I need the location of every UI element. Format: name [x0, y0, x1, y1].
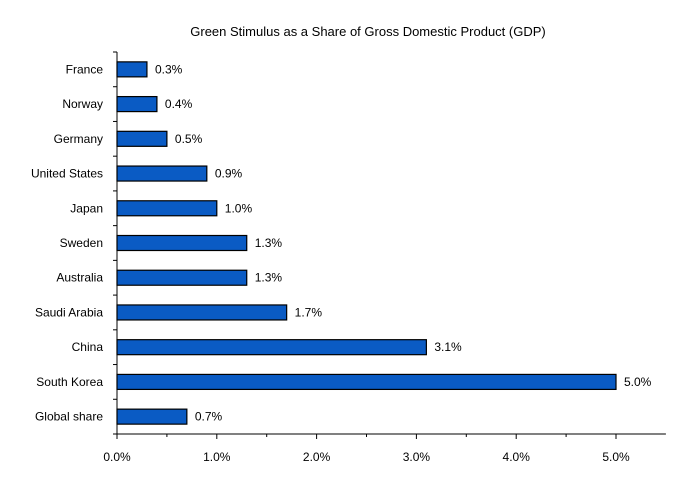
category-label: South Korea [36, 375, 103, 389]
data-label: 3.1% [434, 340, 462, 354]
bar [116, 200, 218, 217]
chart-title: Green Stimulus as a Share of Gross Domes… [190, 24, 545, 39]
bar [116, 373, 617, 391]
bar [116, 130, 168, 147]
category-label: Japan [70, 201, 103, 215]
data-label: 0.7% [195, 410, 223, 424]
data-label: 0.5% [175, 132, 203, 146]
category-label: Germany [54, 132, 103, 146]
data-label: 1.3% [255, 236, 283, 250]
bar [116, 304, 288, 321]
x-tick-label: 2.0% [303, 450, 331, 464]
data-label: 0.4% [165, 97, 193, 111]
category-label: Saudi Arabia [35, 305, 103, 319]
data-label: 1.7% [295, 305, 323, 319]
bar [116, 234, 248, 252]
category-label: France [66, 62, 104, 76]
x-tick-label: 3.0% [403, 450, 431, 464]
data-label: 0.9% [215, 167, 243, 181]
bar [116, 95, 158, 113]
data-label: 0.3% [155, 62, 183, 76]
data-label: 5.0% [624, 375, 652, 389]
bar [116, 408, 188, 425]
category-label: Global share [35, 410, 103, 424]
bar [116, 269, 248, 286]
x-tick-label: 0.0% [103, 450, 131, 464]
bar [116, 61, 148, 78]
data-label: 1.3% [255, 271, 283, 285]
x-tick-label: 5.0% [602, 450, 630, 464]
category-label: United States [31, 167, 103, 181]
bar [116, 165, 208, 182]
x-tick-label: 1.0% [203, 450, 231, 464]
category-label: China [72, 340, 104, 354]
data-label: 1.0% [225, 201, 253, 215]
plot-area: France 0.3% Norway 0.4% Germany 0.5% United St… [31, 51, 666, 464]
x-tick-label: 4.0% [503, 450, 531, 464]
bar [116, 339, 427, 356]
category-label: Australia [56, 271, 103, 285]
category-label: Norway [62, 97, 103, 111]
category-label: Sweden [60, 236, 103, 250]
